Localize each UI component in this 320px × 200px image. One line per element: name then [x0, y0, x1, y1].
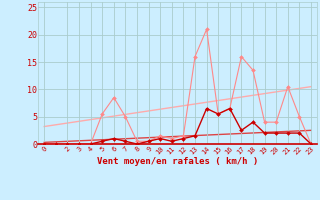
X-axis label: Vent moyen/en rafales ( km/h ): Vent moyen/en rafales ( km/h ): [97, 157, 258, 166]
